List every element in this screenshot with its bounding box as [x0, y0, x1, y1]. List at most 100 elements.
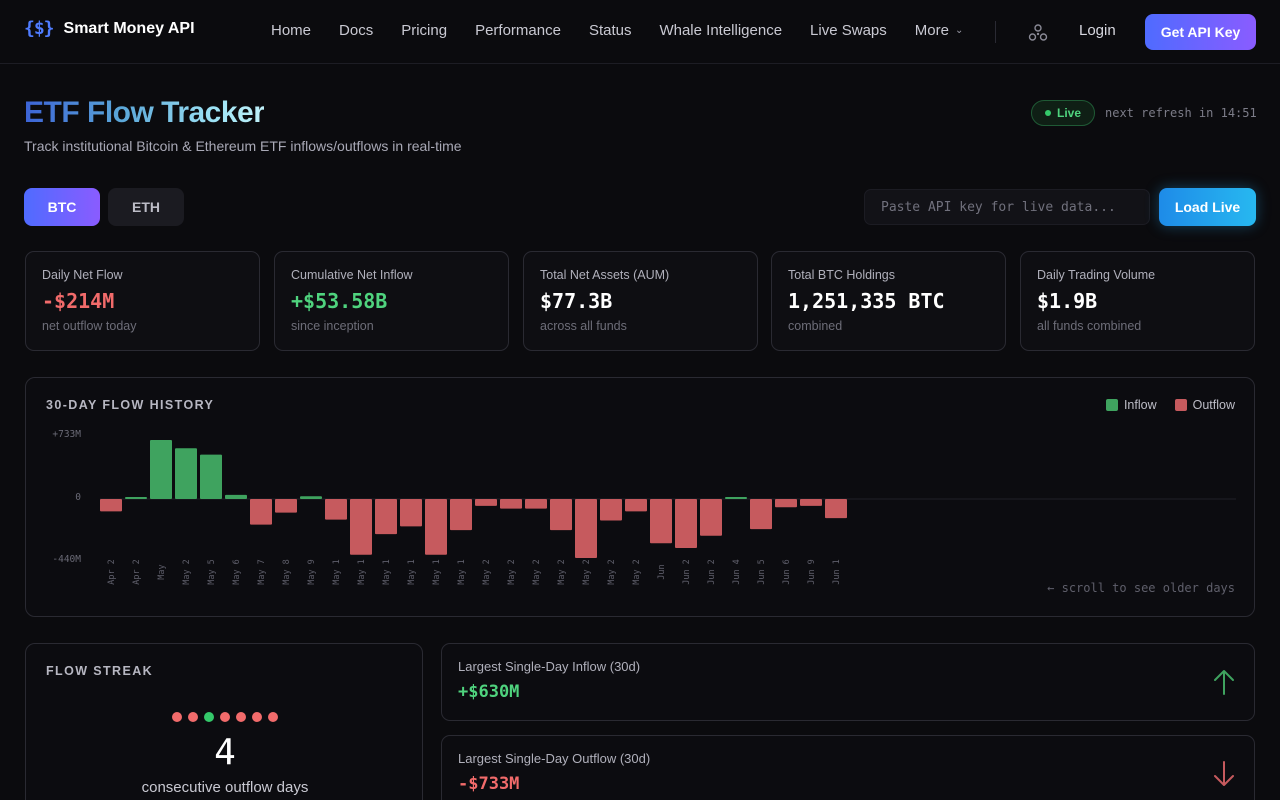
page-title: ETF Flow Tracker: [24, 96, 265, 129]
streak-count: 4: [214, 732, 236, 773]
network-icon[interactable]: [1028, 23, 1048, 43]
flow-bar: [200, 454, 222, 499]
x-tick-label: May 1: [432, 559, 442, 585]
flow-bar: [700, 499, 722, 536]
flow-bar: [400, 499, 422, 527]
x-tick-label: May 1: [407, 559, 417, 585]
flow-bar: [450, 499, 472, 531]
largest-inflow-card: Largest Single-Day Inflow (30d) +$630M: [441, 643, 1255, 721]
brand-name: Smart Money API: [63, 19, 195, 37]
flow-bar: [500, 499, 522, 509]
nav-link-live-swaps[interactable]: Live Swaps: [810, 22, 887, 39]
flow-bar: [575, 499, 597, 558]
x-tick-label: May 1: [332, 559, 342, 585]
stat-sub: all funds combined: [1037, 319, 1142, 333]
scroll-hint[interactable]: ← scroll to see older days: [1047, 581, 1235, 595]
flow-bar: [775, 499, 797, 508]
refresh-countdown: next refresh in 14:51: [1105, 106, 1257, 120]
largest-outflow-card: Largest Single-Day Outflow (30d) -$733M: [441, 735, 1255, 800]
y-tick-label: 0: [75, 492, 81, 503]
stat-label: Daily Trading Volume: [1037, 268, 1156, 282]
flow-bar: [550, 499, 572, 531]
streak-dot-outflow: [220, 712, 230, 722]
x-tick-label: May: [157, 564, 167, 579]
flow-bar: [225, 494, 247, 499]
stat-sub: net outflow today: [42, 319, 137, 333]
largest-outflow-label: Largest Single-Day Outflow (30d): [458, 751, 651, 766]
stat-sub: since inception: [291, 319, 374, 333]
x-tick-label: Jun 9: [807, 559, 817, 585]
flow-bar: [525, 499, 547, 509]
x-tick-label: Jun 1: [832, 559, 842, 585]
page-subtitle: Track institutional Bitcoin & Ethereum E…: [24, 138, 462, 154]
flow-bar: [375, 499, 397, 535]
top-nav: {$} Smart Money API Home Docs Pricing Pe…: [0, 0, 1280, 64]
stat-value: $77.3B: [540, 289, 613, 313]
flow-bar: [325, 499, 347, 520]
get-api-key-button[interactable]: Get API Key: [1145, 14, 1256, 50]
x-tick-label: Jun 2: [682, 559, 692, 585]
api-key-input[interactable]: [864, 189, 1150, 225]
arrow-up-icon: [1214, 670, 1234, 695]
streak-label: consecutive outflow days: [141, 779, 309, 796]
x-tick-label: May 1: [457, 559, 467, 585]
brand[interactable]: {$} Smart Money API: [24, 18, 195, 39]
flow-bar: [475, 499, 497, 506]
stat-label: Cumulative Net Inflow: [291, 268, 413, 282]
flow-bar: [150, 440, 172, 499]
nav-link-pricing[interactable]: Pricing: [401, 22, 448, 39]
tab-btc[interactable]: BTC: [24, 188, 100, 226]
flow-bar: [725, 497, 747, 499]
streak-title: FLOW STREAK: [46, 664, 154, 678]
largest-inflow-value: +$630M: [458, 682, 520, 702]
x-tick-label: May 2: [607, 559, 617, 585]
legend-outflow: Outflow: [1174, 398, 1235, 412]
x-tick-label: May 8: [282, 559, 292, 585]
x-tick-label: Jun: [657, 564, 667, 579]
x-tick-label: May 2: [482, 559, 492, 585]
y-tick-label: +733M: [52, 429, 81, 440]
flow-bar: [275, 499, 297, 513]
nav-divider: [995, 21, 996, 43]
x-tick-label: Jun 6: [782, 559, 792, 585]
x-tick-label: Jun 4: [732, 559, 742, 585]
streak-dot-outflow: [172, 712, 182, 722]
nav-link-status[interactable]: Status: [588, 22, 632, 39]
flow-bar: [425, 499, 447, 555]
x-tick-label: May 2: [182, 559, 192, 585]
stat-card-trading-volume: Daily Trading Volume $1.9B all funds com…: [1020, 251, 1255, 351]
flow-bar: [125, 497, 147, 499]
nav-link-performance[interactable]: Performance: [475, 22, 561, 39]
largest-inflow-label: Largest Single-Day Inflow (30d): [458, 659, 641, 674]
stat-label: Total BTC Holdings: [788, 268, 895, 282]
nav-link-home[interactable]: Home: [271, 22, 312, 39]
flow-bar: [675, 499, 697, 548]
streak-dot-outflow: [236, 712, 246, 722]
streak-dot-outflow: [188, 712, 198, 722]
nav-more-label: More: [914, 22, 949, 39]
streak-dots: [172, 712, 278, 722]
tab-eth[interactable]: ETH: [108, 188, 184, 226]
inflow-swatch: [1105, 399, 1118, 411]
legend-inflow-label: Inflow: [1123, 398, 1157, 412]
x-tick-label: Jun 5: [757, 559, 767, 585]
x-tick-label: Apr 2: [107, 559, 117, 585]
nav-link-whale-intelligence[interactable]: Whale Intelligence: [659, 22, 783, 39]
live-label: Live: [1057, 106, 1082, 120]
nav-links: Home Docs Pricing Performance Status Wha…: [271, 22, 991, 39]
live-dot-icon: [1045, 110, 1051, 116]
live-status-badge: Live: [1031, 100, 1096, 126]
flow-bar: [650, 499, 672, 544]
load-live-button[interactable]: Load Live: [1159, 188, 1256, 226]
flow-bar: [175, 448, 197, 499]
x-tick-label: May 1: [382, 559, 392, 585]
nav-link-docs[interactable]: Docs: [339, 22, 374, 39]
login-link[interactable]: Login: [1079, 22, 1116, 39]
stat-sub: across all funds: [540, 319, 627, 333]
flow-bar: [250, 499, 272, 525]
x-tick-label: May 5: [207, 559, 217, 585]
y-tick-label: -440M: [52, 554, 81, 565]
streak-dot-outflow: [252, 712, 262, 722]
x-tick-label: Apr 2: [132, 559, 142, 585]
nav-more-menu[interactable]: More ⌄: [915, 22, 964, 39]
